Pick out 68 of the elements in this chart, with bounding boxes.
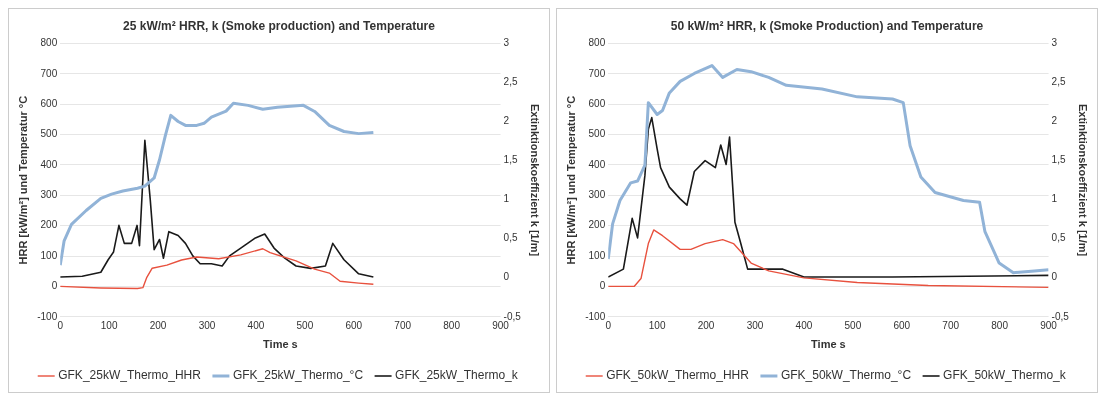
x-tick-label: 900: [492, 319, 510, 331]
x-axis-title: Time s: [811, 338, 846, 351]
legend-label: GFK_50kW_Thermo_HHR: [606, 368, 750, 383]
y-tick-label: 700: [588, 67, 606, 79]
y2-tick-label: 1,5: [1051, 154, 1066, 166]
y2-tick-label: 1: [503, 193, 510, 205]
x-tick-label: 700: [394, 319, 412, 331]
x-tick-label: 100: [100, 319, 118, 331]
x-tick-label: 400: [247, 319, 265, 331]
y-tick-label: 100: [588, 249, 606, 261]
x-tick-label: 200: [149, 319, 167, 331]
y-tick-label: 800: [40, 37, 58, 49]
y-tick-label: -100: [37, 310, 58, 322]
y2-axis-title: Extinktionskoeffizient k [1/m]: [1077, 104, 1090, 257]
y2-tick-label: 3: [1051, 37, 1058, 49]
y2-tick-label: 1,5: [503, 154, 518, 166]
y2-tick-label: 0,5: [1051, 232, 1066, 244]
y-tick-label: 200: [40, 219, 58, 231]
y2-axis-title: Extinktionskoeffizient k [1/m]: [529, 104, 542, 257]
y-tick-label: 400: [588, 158, 606, 170]
y2-tick-label: -0,5: [503, 310, 522, 322]
y-tick-label: 700: [40, 67, 58, 79]
x-tick-label: 700: [942, 319, 960, 331]
y-tick-label: 300: [588, 189, 606, 201]
y2-tick-label: 3: [503, 37, 510, 49]
x-axis-title: Time s: [263, 338, 298, 351]
y-tick-label: 800: [588, 37, 606, 49]
x-tick-label: 200: [697, 319, 715, 331]
y2-tick-label: 0: [1051, 271, 1058, 283]
y-tick-label: 600: [588, 97, 606, 109]
y2-tick-label: 2: [1051, 115, 1058, 127]
x-tick-label: 800: [443, 319, 461, 331]
y2-tick-label: 1: [1051, 193, 1058, 205]
x-tick-label: 600: [345, 319, 363, 331]
chart-title: 50 kW/m² HRR, k (Smoke Production) and Temperature: [670, 18, 984, 33]
x-tick-label: 400: [795, 319, 813, 331]
y-tick-label: 500: [40, 128, 58, 140]
legend-label: GFK_25kW_Thermo_k: [395, 368, 519, 383]
y-axis-title: HRR [kW/m²] und Temperatur °C: [564, 95, 577, 265]
y2-tick-label: 2: [503, 115, 510, 127]
legend-label: GFK_25kW_Thermo_°C: [232, 368, 364, 383]
x-tick-label: 500: [296, 319, 314, 331]
y2-tick-label: 0,5: [503, 232, 518, 244]
y2-tick-label: 2,5: [1051, 76, 1066, 88]
x-tick-label: 600: [893, 319, 911, 331]
y-tick-label: 600: [40, 97, 58, 109]
y-axis-title: HRR [kW/m²] und Temperatur °C: [16, 95, 29, 265]
legend-label: GFK_25kW_Thermo_HHR: [58, 368, 202, 383]
x-tick-label: 900: [1040, 319, 1058, 331]
y-tick-label: 100: [40, 249, 58, 261]
y-tick-label: 200: [588, 219, 606, 231]
legend-label: GFK_50kW_Thermo_°C: [780, 368, 912, 383]
y-tick-label: 400: [40, 158, 58, 170]
y2-tick-label: 2,5: [503, 76, 518, 88]
y2-tick-label: 0: [503, 271, 510, 283]
legend-label: GFK_50kW_Thermo_k: [943, 368, 1067, 383]
y-tick-label: 0: [51, 280, 58, 292]
x-tick-label: 300: [746, 319, 764, 331]
y-tick-label: 500: [588, 128, 606, 140]
y-tick-label: 0: [599, 280, 606, 292]
chart-title: 25 kW/m² HRR, k (Smoke production) and Temperature: [123, 18, 436, 33]
x-tick-label: 500: [844, 319, 862, 331]
y-tick-label: 300: [40, 189, 58, 201]
x-tick-label: 300: [198, 319, 216, 331]
x-tick-label: 100: [648, 319, 666, 331]
y2-tick-label: -0,5: [1051, 310, 1070, 322]
x-tick-label: 800: [991, 319, 1009, 331]
y-tick-label: -100: [585, 310, 606, 322]
